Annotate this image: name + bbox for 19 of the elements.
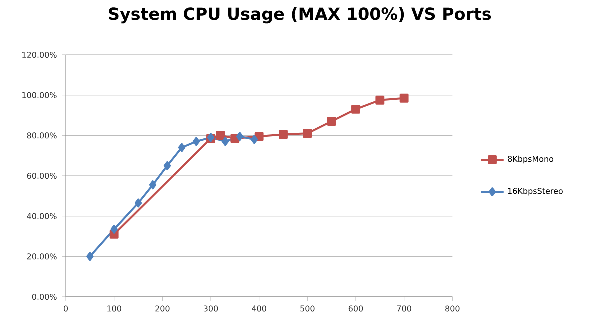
chart-title: System CPU Usage (MAX 100%) VS Ports (109, 7, 492, 24)
x-tick-label: 300 (204, 306, 218, 312)
legend-label: 8KbpsMono (508, 156, 554, 164)
x-tick-label: 400 (252, 306, 266, 312)
x-tick-label: 500 (300, 306, 315, 312)
x-tick-label: 0 (64, 306, 68, 312)
y-tick-label: 40.00% (27, 213, 57, 220)
legend-label: 16KbpsStereo (508, 188, 563, 196)
x-tick-label: 200 (156, 306, 170, 312)
y-tick-label: 0.00% (32, 294, 57, 300)
y-tick-label: 60.00% (27, 172, 57, 180)
y-tick-label: 20.00% (27, 254, 57, 260)
x-tick-label: 600 (348, 306, 364, 312)
y-tick-label: 100.00% (22, 92, 57, 98)
x-tick-label: 700 (397, 306, 412, 312)
x-tick-label: 100 (108, 306, 122, 312)
y-tick-label: 80.00% (27, 132, 57, 139)
x-tick-label: 800 (446, 306, 460, 312)
y-tick-label: 120.00% (22, 52, 57, 58)
